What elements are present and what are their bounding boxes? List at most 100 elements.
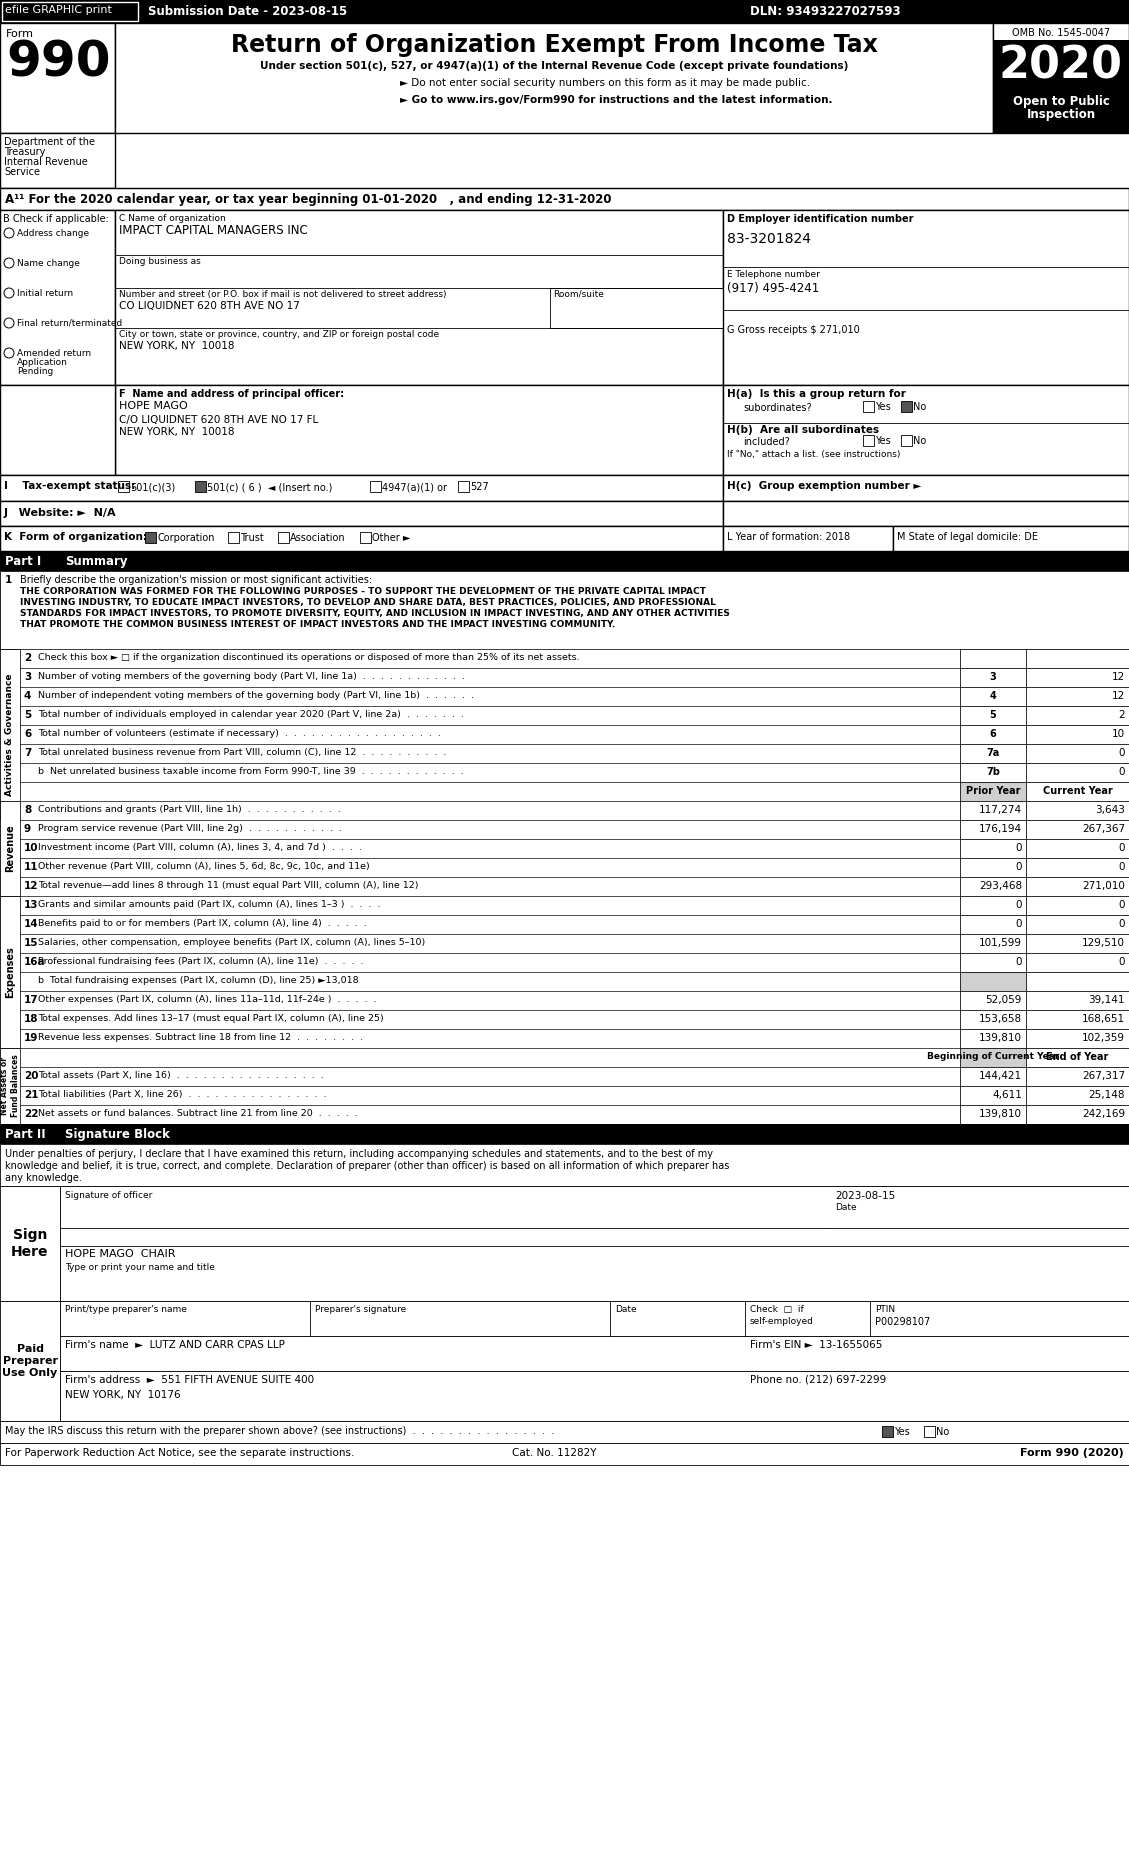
- Bar: [1026, 934, 1129, 952]
- Bar: [960, 1047, 1026, 1068]
- Text: Check  □  if: Check □ if: [750, 1306, 804, 1313]
- Bar: [723, 500, 1129, 526]
- Text: Net Assets or
Fund Balances: Net Assets or Fund Balances: [0, 1055, 19, 1118]
- Text: 501(c)(3): 501(c)(3): [130, 482, 175, 493]
- Bar: [723, 385, 1129, 474]
- Text: INVESTING INDUSTRY, TO EDUCATE IMPACT INVESTORS, TO DEVELOP AND SHARE DATA, BEST: INVESTING INDUSTRY, TO EDUCATE IMPACT IN…: [20, 599, 716, 606]
- Text: Professional fundraising fees (Part IX, column (A), line 11e)  .  .  .  .  .: Professional fundraising fees (Part IX, …: [38, 958, 364, 965]
- Bar: [1026, 1029, 1129, 1047]
- Text: 0: 0: [1119, 919, 1124, 928]
- Bar: [960, 839, 1026, 857]
- Text: No: No: [936, 1427, 949, 1438]
- Text: Check this box ► □ if the organization discontinued its operations or disposed o: Check this box ► □ if the organization d…: [38, 653, 579, 662]
- Text: Total assets (Part X, line 16)  .  .  .  .  .  .  .  .  .  .  .  .  .  .  .  .  : Total assets (Part X, line 16) . . . . .…: [38, 1071, 324, 1081]
- Bar: [994, 41, 1129, 134]
- Text: b  Total fundraising expenses (Part IX, column (D), line 25) ►13,018: b Total fundraising expenses (Part IX, c…: [38, 976, 359, 986]
- Bar: [60, 1187, 1129, 1300]
- Text: 3: 3: [24, 671, 32, 683]
- Bar: [960, 1105, 1026, 1123]
- Bar: [960, 897, 1026, 915]
- Text: Prior Year: Prior Year: [965, 787, 1021, 796]
- Text: 17: 17: [24, 995, 38, 1004]
- Text: 7a: 7a: [987, 748, 999, 759]
- Text: Expenses: Expenses: [5, 947, 15, 997]
- Text: Amended return: Amended return: [17, 350, 91, 357]
- Text: 13: 13: [24, 900, 38, 910]
- Text: Contributions and grants (Part VIII, line 1h)  .  .  .  .  .  .  .  .  .  .  .: Contributions and grants (Part VIII, lin…: [38, 805, 341, 815]
- Text: HOPE MAGO  CHAIR: HOPE MAGO CHAIR: [65, 1250, 175, 1259]
- Text: 6: 6: [24, 729, 32, 738]
- Bar: [0, 210, 115, 385]
- Bar: [20, 1047, 960, 1068]
- Text: 20: 20: [24, 1071, 38, 1081]
- Bar: [1026, 649, 1129, 668]
- Bar: [901, 402, 912, 413]
- Text: Revenue: Revenue: [5, 824, 15, 872]
- Bar: [0, 1123, 1129, 1144]
- Text: Number of voting members of the governing body (Part VI, line 1a)  .  .  .  .  .: Number of voting members of the governin…: [38, 671, 465, 681]
- Text: 0: 0: [1119, 766, 1124, 777]
- Text: Yes: Yes: [894, 1427, 910, 1438]
- Bar: [458, 482, 469, 493]
- Text: Activities & Governance: Activities & Governance: [6, 673, 15, 796]
- Text: 11: 11: [24, 861, 38, 872]
- Bar: [0, 0, 1129, 22]
- Text: H(a)  Is this a group return for: H(a) Is this a group return for: [727, 389, 905, 400]
- Text: 0: 0: [1015, 843, 1022, 854]
- Text: 14: 14: [24, 919, 38, 928]
- Text: 4: 4: [24, 692, 32, 701]
- Text: THAT PROMOTE THE COMMON BUSINESS INTEREST OF IMPACT INVESTORS AND THE IMPACT INV: THAT PROMOTE THE COMMON BUSINESS INTERES…: [20, 619, 615, 629]
- Text: 267,367: 267,367: [1082, 824, 1124, 833]
- Text: Application: Application: [17, 357, 68, 366]
- Text: 0: 0: [1119, 843, 1124, 854]
- Bar: [863, 402, 874, 413]
- Bar: [550, 288, 723, 327]
- Bar: [20, 781, 960, 802]
- Bar: [0, 134, 115, 188]
- Text: For Paperwork Reduction Act Notice, see the separate instructions.: For Paperwork Reduction Act Notice, see …: [5, 1447, 355, 1458]
- Bar: [960, 934, 1026, 952]
- Text: Under penalties of perjury, I declare that I have examined this return, includin: Under penalties of perjury, I declare th…: [5, 1149, 714, 1159]
- Bar: [60, 1371, 1129, 1421]
- Text: 7b: 7b: [986, 766, 1000, 777]
- Bar: [1026, 991, 1129, 1010]
- Bar: [960, 857, 1026, 878]
- Bar: [278, 532, 289, 543]
- Text: L Year of formation: 2018: L Year of formation: 2018: [727, 532, 850, 541]
- Bar: [0, 897, 20, 1047]
- Text: 5: 5: [990, 711, 997, 720]
- Text: Trust: Trust: [240, 534, 264, 543]
- Text: 0: 0: [1015, 919, 1022, 928]
- Text: Total liabilities (Part X, line 26)  .  .  .  .  .  .  .  .  .  .  .  .  .  .  .: Total liabilities (Part X, line 26) . . …: [38, 1090, 326, 1099]
- Text: J   Website: ►  N/A: J Website: ► N/A: [5, 508, 116, 517]
- Bar: [960, 991, 1026, 1010]
- Bar: [20, 802, 960, 820]
- Bar: [1026, 1010, 1129, 1029]
- Bar: [1026, 686, 1129, 707]
- Bar: [0, 500, 723, 526]
- Bar: [0, 649, 20, 820]
- Bar: [20, 897, 960, 915]
- Bar: [924, 1427, 935, 1438]
- Text: STANDARDS FOR IMPACT INVESTORS, TO PROMOTE DIVERSITY, EQUITY, AND INCLUSION IN I: STANDARDS FOR IMPACT INVESTORS, TO PROMO…: [20, 608, 729, 618]
- Text: 5: 5: [24, 711, 32, 720]
- Text: C/O LIQUIDNET 620 8TH AVE NO 17 FL: C/O LIQUIDNET 620 8TH AVE NO 17 FL: [119, 415, 318, 424]
- Bar: [960, 725, 1026, 744]
- Text: Form: Form: [6, 30, 34, 39]
- Text: included?: included?: [743, 437, 790, 446]
- Text: 9: 9: [24, 824, 32, 833]
- Bar: [0, 551, 1129, 571]
- Bar: [1026, 802, 1129, 820]
- Text: OMB No. 1545-0047: OMB No. 1545-0047: [1012, 28, 1110, 37]
- Bar: [20, 934, 960, 952]
- Bar: [0, 1144, 1129, 1187]
- Text: No: No: [913, 402, 926, 413]
- Text: Preparer's signature: Preparer's signature: [315, 1306, 406, 1313]
- Text: Firm's address  ►  551 FIFTH AVENUE SUITE 400: Firm's address ► 551 FIFTH AVENUE SUITE …: [65, 1375, 314, 1386]
- Text: Pending: Pending: [17, 366, 53, 376]
- Text: Submission Date - 2023-08-15: Submission Date - 2023-08-15: [148, 6, 348, 19]
- Text: 501(c) ( 6 )  ◄ (Insert no.): 501(c) ( 6 ) ◄ (Insert no.): [207, 482, 332, 493]
- Text: Total revenue—add lines 8 through 11 (must equal Part VIII, column (A), line 12): Total revenue—add lines 8 through 11 (mu…: [38, 882, 419, 889]
- Text: Number and street (or P.O. box if mail is not delivered to street address): Number and street (or P.O. box if mail i…: [119, 290, 446, 299]
- Bar: [0, 474, 723, 500]
